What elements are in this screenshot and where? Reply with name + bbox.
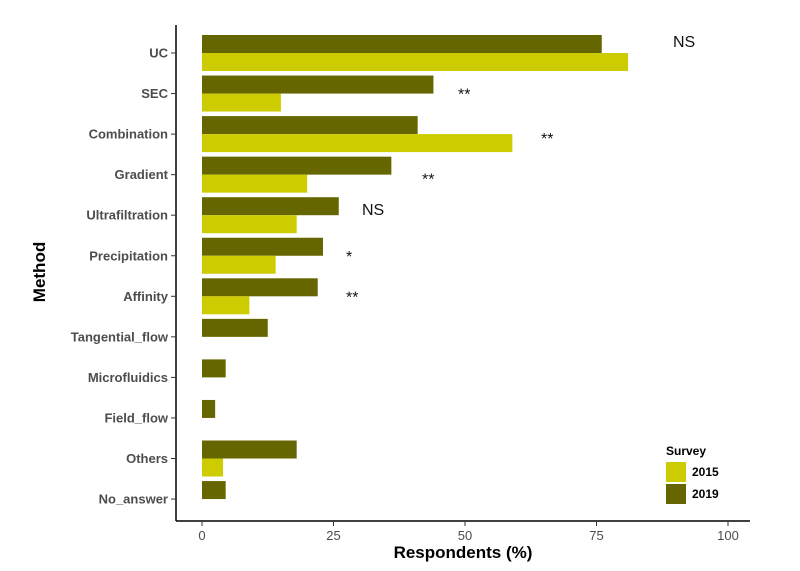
y-tick-label: No_answer — [99, 492, 168, 507]
bar-2015-uc — [202, 53, 629, 71]
y-tick-label: Affinity — [123, 289, 169, 304]
y-tick-label: Ultrafiltration — [86, 208, 168, 223]
y-tick-label: UC — [149, 46, 168, 61]
bar-2015-combination — [202, 134, 513, 153]
y-tick-label: Tangential_flow — [71, 329, 169, 344]
significance-annotation: ** — [422, 172, 434, 189]
y-tick-label: Combination — [89, 127, 168, 142]
annotations-layer: NS******NS*** — [346, 34, 695, 306]
bar-2019-microfluidics — [202, 359, 226, 378]
y-tick-label: SEC — [141, 86, 168, 101]
legend-label-2019: 2019 — [692, 487, 719, 501]
bar-2019-gradient — [202, 156, 392, 175]
x-tick-label: 0 — [198, 528, 205, 543]
bar-2015-gradient — [202, 174, 308, 193]
legend-title: Survey — [666, 444, 706, 458]
x-tick-label: 75 — [589, 528, 603, 543]
bar-2019-combination — [202, 116, 418, 135]
significance-annotation: NS — [673, 34, 695, 51]
bar-2019-precipitation — [202, 237, 323, 256]
bar-2015-ultrafiltration — [202, 215, 297, 234]
bar-2015-precipitation — [202, 255, 276, 274]
y-axis-title: Method — [30, 242, 49, 302]
y-axis-ticks: UC SEC Combination Gradient Ultrafiltration P… — [71, 46, 176, 507]
y-tick-label: Precipitation — [89, 248, 168, 263]
significance-annotation: NS — [362, 202, 384, 219]
legend-swatch-2019 — [666, 484, 686, 504]
y-tick-label: Field_flow — [104, 410, 168, 425]
bar-2019-ultrafiltration — [202, 197, 339, 216]
axes-layer — [175, 25, 750, 522]
x-axis-title: Respondents (%) — [394, 543, 533, 562]
bar-2015-affinity — [202, 296, 250, 315]
x-tick-label: 25 — [326, 528, 340, 543]
y-tick-label: Others — [126, 451, 168, 466]
significance-annotation: * — [346, 249, 352, 266]
bar-2019-field_flow — [202, 399, 216, 418]
x-tick-label: 50 — [458, 528, 472, 543]
y-tick-label: Microfluidics — [88, 370, 168, 385]
significance-annotation: ** — [541, 131, 553, 148]
bar-2019-sec — [202, 75, 434, 94]
significance-annotation: ** — [346, 289, 358, 306]
legend-swatch-2015 — [666, 462, 686, 482]
legend: Survey 2015 2019 — [666, 444, 719, 504]
bar-2019-tangential_flow — [202, 318, 268, 337]
x-axis-ticks: 0 25 50 75 100 — [198, 521, 739, 543]
bar-2019-affinity — [202, 278, 318, 297]
bar-2015-others — [202, 458, 224, 477]
y-tick-label: Gradient — [115, 167, 169, 182]
significance-annotation: ** — [458, 87, 470, 104]
bars-layer — [202, 35, 629, 500]
bar-2019-uc — [202, 35, 602, 53]
bar-2019-no_answer — [202, 481, 226, 500]
bar-2019-others — [202, 440, 297, 459]
bar-2015-sec — [202, 93, 281, 112]
legend-label-2015: 2015 — [692, 465, 719, 479]
x-tick-label: 100 — [717, 528, 739, 543]
legend-items: 2015 2019 — [666, 462, 719, 504]
